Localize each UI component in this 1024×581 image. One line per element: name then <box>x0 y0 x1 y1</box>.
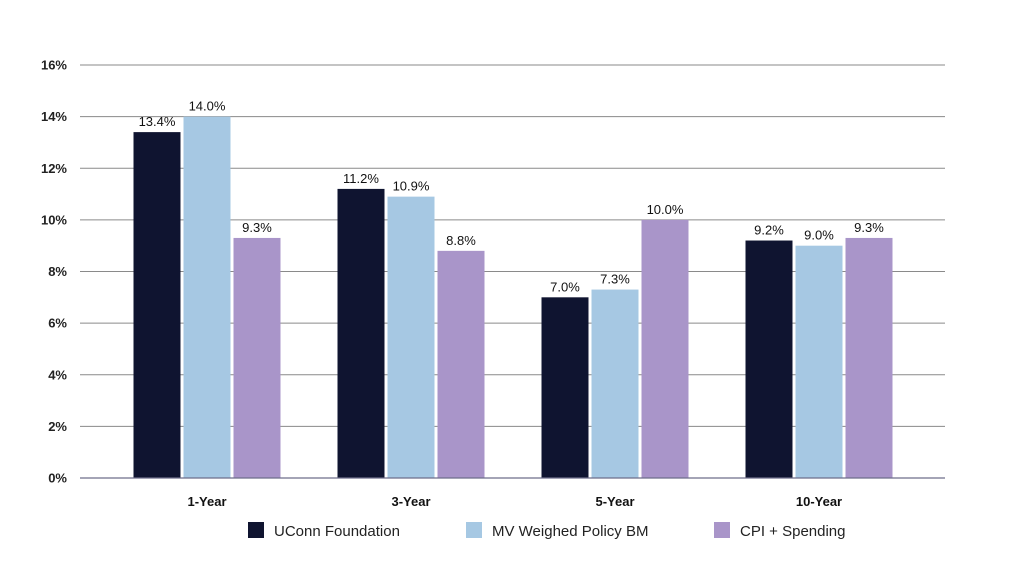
bar-cpi-spending-1-year <box>233 237 281 478</box>
y-tick-label: 4% <box>48 367 67 382</box>
legend-label: CPI + Spending <box>740 523 846 540</box>
bar-cpi-spending-5-year <box>641 219 689 478</box>
data-label: 10.0% <box>647 202 684 217</box>
data-label: 8.8% <box>446 233 476 248</box>
data-label: 14.0% <box>189 99 226 114</box>
bar-uconn-foundation-10-year <box>745 240 793 478</box>
y-tick-label: 14% <box>41 109 67 124</box>
bar-cpi-spending-3-year <box>437 250 485 478</box>
legend-label: UConn Foundation <box>274 523 400 540</box>
x-axis: 1-Year 3-Year 5-Year 10-Year <box>80 477 945 509</box>
y-tick-label: 16% <box>41 58 67 73</box>
bar-uconn-foundation-1-year <box>133 132 181 479</box>
data-label: 9.0% <box>804 228 834 243</box>
data-label: 9.3% <box>242 220 272 235</box>
y-tick-label: 6% <box>48 316 67 331</box>
x-category-label: 5-Year <box>595 494 634 509</box>
x-category-label: 3-Year <box>391 494 430 509</box>
bar-mv-weighed-policy-bm-3-year <box>387 196 435 479</box>
legend-swatch-cpi-spending <box>714 522 730 538</box>
legend-label: MV Weighed Policy BM <box>492 523 648 540</box>
x-category-label: 1-Year <box>187 494 226 509</box>
bars <box>133 116 893 479</box>
bar-cpi-spending-10-year <box>845 237 893 478</box>
bar-uconn-foundation-5-year <box>541 297 589 478</box>
data-label: 9.2% <box>754 223 784 238</box>
x-category-label: 10-Year <box>796 494 842 509</box>
data-label: 11.2% <box>343 171 379 186</box>
bar-mv-weighed-policy-bm-1-year <box>183 116 231 478</box>
bar-mv-weighed-policy-bm-10-year <box>795 245 843 478</box>
y-tick-label: 12% <box>41 161 67 176</box>
data-label: 7.0% <box>550 279 580 294</box>
y-axis-ticks: 0% 2% 4% 6% 8% 10% 12% 14% 16% <box>41 58 67 486</box>
y-tick-label: 8% <box>48 264 67 279</box>
legend: UConn Foundation MV Weighed Policy BM CPI … <box>248 522 846 540</box>
data-label: 10.9% <box>393 179 430 194</box>
data-label: 9.3% <box>854 220 884 235</box>
data-labels: 13.4% 14.0% 9.3% 11.2% 10.9% 8.8% 7.0% 7.3% 10.0… <box>139 99 885 295</box>
legend-swatch-uconn-foundation <box>248 522 264 538</box>
bar-uconn-foundation-3-year <box>337 188 385 478</box>
legend-swatch-mv-weighed-policy-bm <box>466 522 482 538</box>
y-tick-label: 2% <box>48 419 67 434</box>
y-tick-label: 0% <box>48 471 67 486</box>
data-label: 13.4% <box>139 114 176 129</box>
y-tick-label: 10% <box>41 212 67 227</box>
data-label: 7.3% <box>600 272 630 287</box>
bar-mv-weighed-policy-bm-5-year <box>591 289 639 478</box>
